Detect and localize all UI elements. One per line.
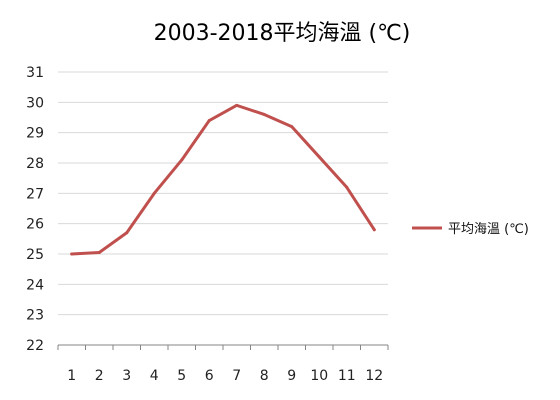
data-point [70, 252, 74, 256]
data-point [317, 155, 321, 159]
data-point [97, 250, 101, 254]
chart-title: 2003-2018平均海溫 (℃) [154, 21, 411, 46]
x-axis: 1 2 3 4 5 6 7 8 9 10 11 12 [57, 345, 389, 384]
data-point [207, 119, 211, 123]
x-tick-label: 4 [150, 368, 159, 384]
legend-label: 平均海溫 (℃) [448, 222, 529, 237]
x-tick-label: 12 [365, 368, 383, 384]
series-layer [70, 103, 376, 256]
y-tick-label: 26 [26, 217, 44, 233]
x-tick-label: 3 [122, 368, 131, 384]
data-point [152, 191, 156, 195]
y-tick-label: 29 [26, 126, 44, 142]
y-tick-label: 25 [26, 247, 44, 263]
data-point [372, 228, 376, 232]
x-tick-label: 1 [67, 368, 76, 384]
data-point [262, 112, 266, 116]
x-tick-label: 9 [287, 368, 296, 384]
x-tick-label: 7 [232, 368, 241, 384]
y-tick-label: 27 [26, 186, 44, 202]
legend: 平均海溫 (℃) [412, 222, 529, 237]
y-axis-tick-labels: 22 23 24 25 26 27 28 29 30 31 [26, 65, 44, 354]
data-point [345, 185, 349, 189]
data-point [235, 103, 239, 107]
y-tick-label: 23 [26, 308, 44, 324]
y-tick-label: 31 [26, 65, 44, 81]
y-tick-label: 24 [26, 277, 44, 293]
x-tick-label: 5 [177, 368, 186, 384]
x-tick-label: 11 [338, 368, 356, 384]
x-tick-label: 6 [205, 368, 214, 384]
y-tick-label: 30 [26, 95, 44, 111]
data-point [180, 158, 184, 162]
data-point [125, 231, 129, 235]
gridlines [58, 71, 388, 346]
y-tick-label: 22 [26, 338, 44, 354]
x-tick-label: 2 [95, 368, 104, 384]
series-line [70, 103, 376, 256]
x-tick-label: 10 [310, 368, 328, 384]
data-point [290, 125, 294, 129]
x-tick-label: 8 [260, 368, 269, 384]
y-tick-label: 28 [26, 156, 44, 172]
